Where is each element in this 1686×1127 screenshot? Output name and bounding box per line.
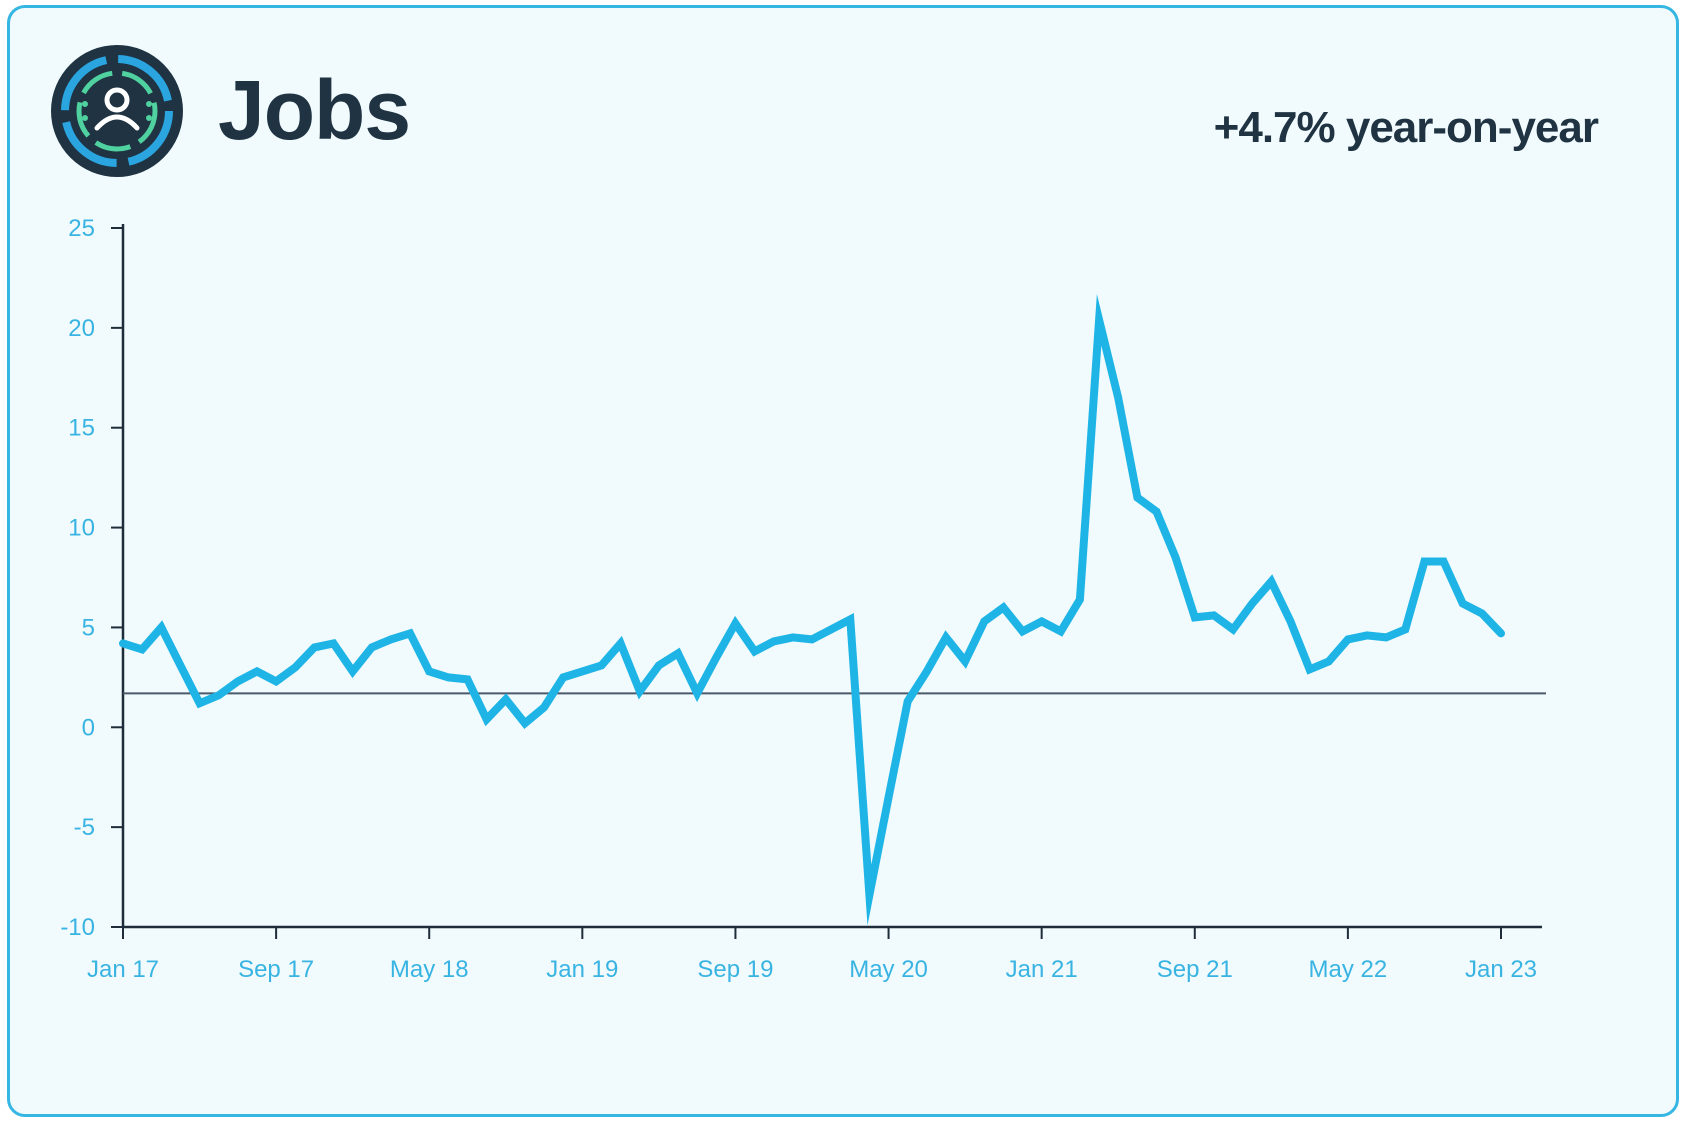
x-tick-label: May 18 bbox=[390, 956, 469, 983]
y-tick-label: 15 bbox=[68, 415, 95, 442]
y-tick-label: 25 bbox=[68, 215, 95, 242]
y-tick-label: -5 bbox=[74, 814, 95, 841]
x-tick-label: Sep 17 bbox=[238, 956, 314, 983]
x-tick-label: Sep 19 bbox=[697, 956, 773, 983]
jobs-line-chart: 25 20 15 10 5 0 -5 -10 Jan 17 Sep 17 May 18 Jan 19 S… bbox=[60, 215, 1546, 983]
y-tick-label: 10 bbox=[68, 515, 95, 542]
x-tick-label: Jan 21 bbox=[1006, 956, 1078, 983]
y-tick-label: 0 bbox=[82, 714, 95, 741]
x-tick-label: May 22 bbox=[1309, 956, 1388, 983]
x-tick-label: Jan 19 bbox=[546, 956, 618, 983]
person-circle-icon bbox=[51, 45, 183, 177]
y-tick-label: 5 bbox=[82, 614, 95, 641]
x-tick-label: Jan 17 bbox=[87, 956, 159, 983]
y-tick-label: 20 bbox=[68, 315, 95, 342]
y-tick-label: -10 bbox=[60, 914, 95, 941]
x-tick-label: May 20 bbox=[849, 956, 928, 983]
x-tick-label: Sep 21 bbox=[1157, 956, 1233, 983]
page-title: Jobs bbox=[218, 63, 411, 157]
series-line bbox=[119, 294, 1505, 926]
yoy-change-label: +4.7% year-on-year bbox=[1213, 103, 1599, 152]
x-tick-label: Jan 23 bbox=[1465, 956, 1537, 983]
jobs-card: Jobs +4.7% year-on-year 25 20 15 10 5 0 -5 -10 J… bbox=[7, 5, 1679, 1117]
